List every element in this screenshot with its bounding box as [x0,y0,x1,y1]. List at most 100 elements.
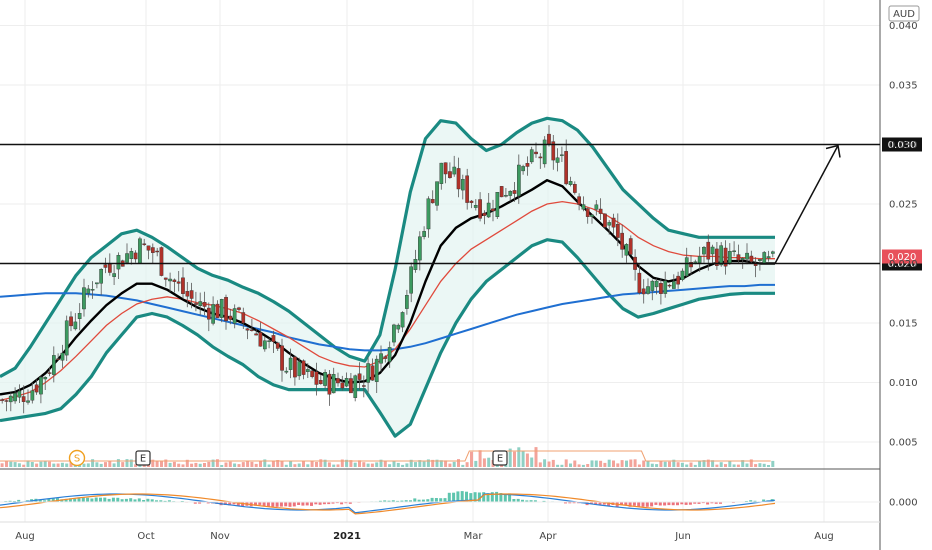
candle-body [530,150,533,162]
candle-body [44,377,47,379]
candle-body [311,371,314,377]
volume-bar [621,460,624,467]
macd-hist-bar [276,502,279,507]
volume-bar [362,462,365,467]
volume-bar [453,462,456,467]
volume-bar [754,464,757,467]
candle-body [720,246,723,265]
candle-body [758,259,761,260]
macd-hist-bar [306,502,309,505]
volume-bar [285,465,288,467]
candle-body [517,165,520,196]
macd-hist-bar [280,502,283,507]
candle-body [319,380,322,384]
candle-body [560,155,563,156]
volume-bar [616,463,619,467]
volume-bar [203,463,206,467]
volume-bar [57,464,60,468]
macd-hist-bar [659,502,662,506]
volume-bar [384,461,387,467]
volume-bar [483,458,486,467]
volume-bar [117,459,120,467]
volume-bar [728,461,731,467]
candle-body [186,291,189,296]
candle-body [578,197,581,205]
volume-bar [556,465,559,467]
macd-hist-bar [103,498,106,502]
candle-body [698,256,701,262]
candle-body [418,237,421,260]
candle-body [522,166,525,171]
volume-bar [14,462,17,467]
volume-bar [207,462,210,467]
candle-body [646,287,649,294]
candle-body [160,248,163,276]
macd-hist-bar [495,492,498,502]
candle-body [143,244,146,245]
candle-body [405,295,408,308]
candle-body [750,256,753,262]
candle-body [358,374,361,380]
candle-body [625,244,628,255]
volume-bar [771,461,774,467]
volume-bar [367,464,370,467]
candle-body [392,325,395,342]
candle-body [388,347,391,361]
candle-body [229,316,232,320]
candle-body [138,239,141,264]
candle-body [65,321,68,355]
candle-body [668,285,671,286]
candle-body [31,391,34,401]
candle-body [13,393,16,401]
candle-body [702,247,705,254]
candle-body [285,371,288,372]
volume-bar [659,462,662,468]
volume-bar [578,464,581,467]
volume-bar [690,463,693,468]
volume-bar [474,461,477,467]
candle-body [397,325,400,329]
macd-hist-bar [637,502,640,507]
candle-body [707,242,710,259]
candle-body [113,274,116,277]
candle-body [199,302,202,306]
candle-body [108,264,111,273]
candle-body [194,304,197,305]
candle-body [18,391,21,397]
candle-body [91,289,94,290]
volume-bar [44,461,47,467]
volume-bar [642,461,645,468]
volume-bar [461,465,464,467]
candle-body [457,168,460,189]
candle-body [151,248,154,253]
candle-body [147,246,150,251]
macd-hist-bar [435,498,438,502]
candle-body [672,281,675,288]
volume-bar [229,462,232,467]
volume-bar [1,463,4,467]
candle-body [603,214,606,227]
candle-body [470,201,473,203]
volume-bar [724,464,727,467]
volume-bar [121,462,124,467]
volume-bar [199,464,202,467]
volume-bar [737,465,740,467]
candle-body [233,309,236,324]
candle-body [414,259,417,270]
macd-hist-bar [82,498,85,502]
candle-body [100,269,103,283]
volume-bar [694,465,697,467]
candle-body [608,222,611,225]
volume-bar [715,465,718,467]
macd-hist-bar [646,502,649,507]
candle-body [289,358,292,370]
candle-body [500,186,503,197]
volume-bar [565,459,568,467]
volume-bar [48,462,51,467]
volume-bar [225,463,228,468]
y-tick-label: 0.005 [889,438,918,449]
x-tick-label: Aug [15,531,35,542]
marker-text: E [497,454,503,465]
candle-body [341,383,344,388]
